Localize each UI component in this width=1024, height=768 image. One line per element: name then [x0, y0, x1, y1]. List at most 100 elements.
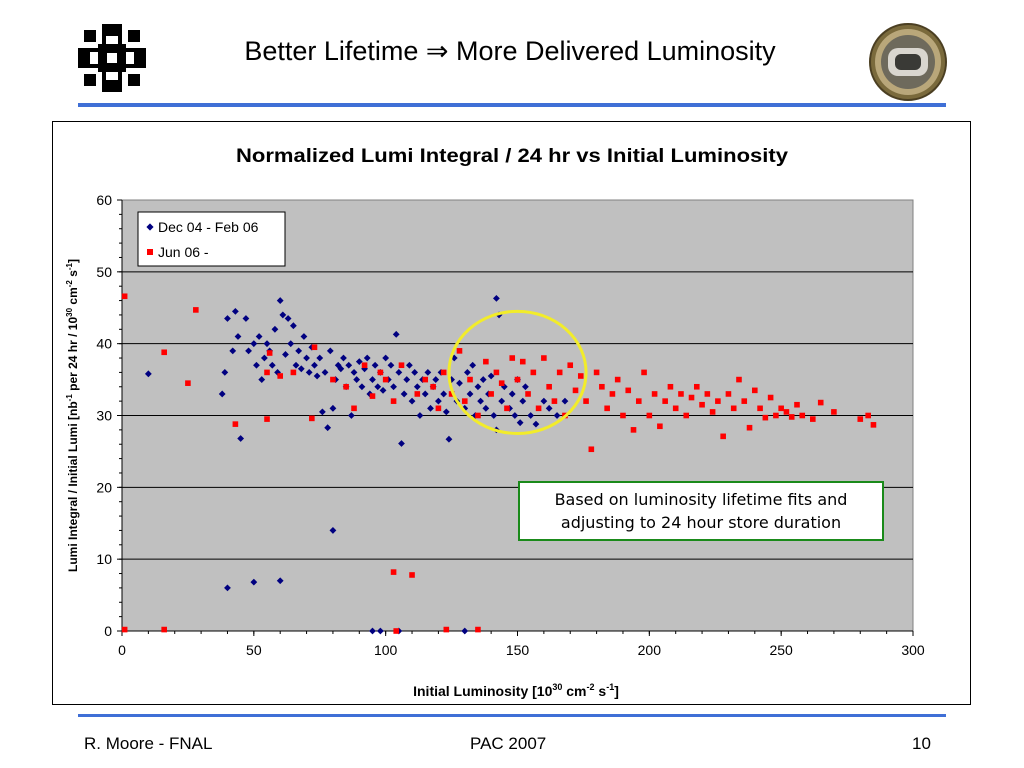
data-point: [551, 398, 558, 404]
data-point: [588, 446, 595, 453]
data-point: [382, 354, 390, 362]
legend-label: Jun 06 -: [158, 244, 209, 260]
x-tick-label: 150: [506, 642, 530, 658]
data-point: [369, 376, 376, 383]
legend-box: [137, 211, 286, 267]
data-point: [509, 355, 516, 361]
chart-panel: Normalized Lumi Integral / 24 hr vs Init…: [52, 121, 971, 705]
data-point: [461, 627, 469, 635]
highlight-circle: [447, 309, 588, 435]
data-point: [422, 376, 429, 383]
data-point: [337, 365, 345, 373]
data-point: [757, 405, 763, 412]
data-point: [440, 390, 448, 398]
x-tick-label: 250: [769, 642, 793, 658]
data-point: [630, 427, 637, 433]
data-point: [678, 391, 684, 397]
data-point: [287, 340, 295, 348]
data-point: [324, 424, 332, 432]
data-point: [541, 355, 547, 361]
data-point: [276, 297, 284, 304]
data-point: [121, 626, 128, 633]
data-point: [778, 405, 784, 412]
data-point: [321, 369, 329, 376]
data-point: [316, 354, 324, 362]
data-point: [413, 383, 421, 391]
data-point: [289, 322, 297, 330]
data-point: [635, 398, 642, 404]
data-point: [474, 383, 482, 391]
data-point: [311, 361, 318, 369]
data-point: [377, 369, 384, 376]
data-point: [625, 387, 632, 394]
data-point: [530, 369, 537, 376]
callout-line-2: adjusting to 24 hour store duration: [560, 513, 842, 532]
data-point: [672, 405, 679, 412]
data-point: [350, 369, 358, 376]
data-point: [263, 340, 271, 348]
data-point: [250, 340, 258, 348]
data-point: [330, 376, 336, 383]
data-point: [234, 333, 242, 340]
data-point: [268, 361, 276, 369]
legend-label: Dec 04 - Feb 06: [158, 219, 259, 235]
data-point: [284, 315, 292, 322]
data-point: [329, 527, 337, 534]
data-point: [382, 376, 389, 383]
data-point: [699, 401, 705, 408]
data-point: [305, 369, 313, 376]
data-point: [290, 369, 297, 376]
data-point: [620, 412, 626, 419]
gridlines: [122, 271, 913, 560]
data-point: [556, 369, 563, 376]
data-point: [405, 361, 413, 369]
callout-line-1: Based on luminosity lifetime fits and: [554, 490, 848, 509]
data-point: [430, 383, 436, 390]
data-point: [488, 391, 494, 397]
data-point: [229, 347, 237, 355]
data-point: [493, 295, 500, 302]
legend-marker: [147, 249, 153, 255]
data-point: [788, 414, 795, 420]
data-point: [483, 358, 489, 365]
data-point: [498, 380, 505, 386]
data-point: [295, 347, 303, 355]
data-point: [572, 387, 579, 394]
data-point: [857, 416, 864, 422]
data-point: [490, 412, 498, 419]
data-point: [374, 383, 382, 391]
data-point: [475, 626, 481, 633]
data-point: [435, 405, 442, 412]
scatter-chart: Normalized Lumi Integral / 24 hr vs Init…: [65, 146, 925, 699]
data-point: [817, 399, 824, 406]
data-point: [416, 412, 424, 419]
data-point: [443, 626, 450, 633]
data-point: [553, 412, 561, 419]
data-point: [810, 416, 816, 422]
legend: Dec 04 - Feb 06 Jun 06 -: [137, 211, 286, 267]
data-point: [865, 412, 871, 419]
data-point: [414, 391, 421, 397]
data-point: [271, 325, 279, 333]
data-point: [493, 369, 500, 376]
data-point: [527, 412, 535, 419]
data-point: [767, 394, 774, 401]
data-point: [522, 383, 529, 391]
data-point: [525, 391, 531, 397]
data-point: [379, 386, 387, 394]
footer-author: R. Moore - FNAL: [84, 734, 213, 753]
data-point: [326, 347, 334, 355]
y-tick-label: 10: [96, 551, 112, 567]
data-point: [583, 398, 589, 404]
data-point: [347, 412, 355, 419]
x-tick-label: 100: [374, 642, 398, 658]
data-point: [224, 584, 231, 592]
data-point: [466, 390, 474, 398]
footer-rule: [78, 714, 946, 717]
x-tick-label: 300: [901, 642, 925, 658]
data-point: [614, 376, 621, 383]
data-point: [297, 365, 305, 373]
data-point: [250, 578, 258, 586]
data-point: [609, 391, 616, 397]
data-point: [435, 397, 442, 405]
